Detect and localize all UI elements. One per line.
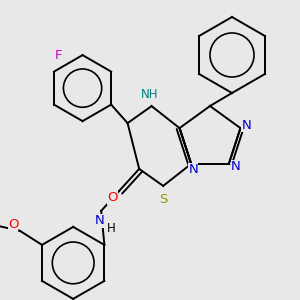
Text: N: N [242,118,251,132]
Text: O: O [107,191,117,204]
Text: F: F [54,49,62,62]
Text: H: H [107,222,116,236]
Text: N: N [188,164,198,176]
Text: S: S [159,194,167,206]
Text: N: N [94,214,104,227]
Text: NH: NH [141,88,158,100]
Text: N: N [231,160,241,173]
Text: O: O [8,218,18,231]
